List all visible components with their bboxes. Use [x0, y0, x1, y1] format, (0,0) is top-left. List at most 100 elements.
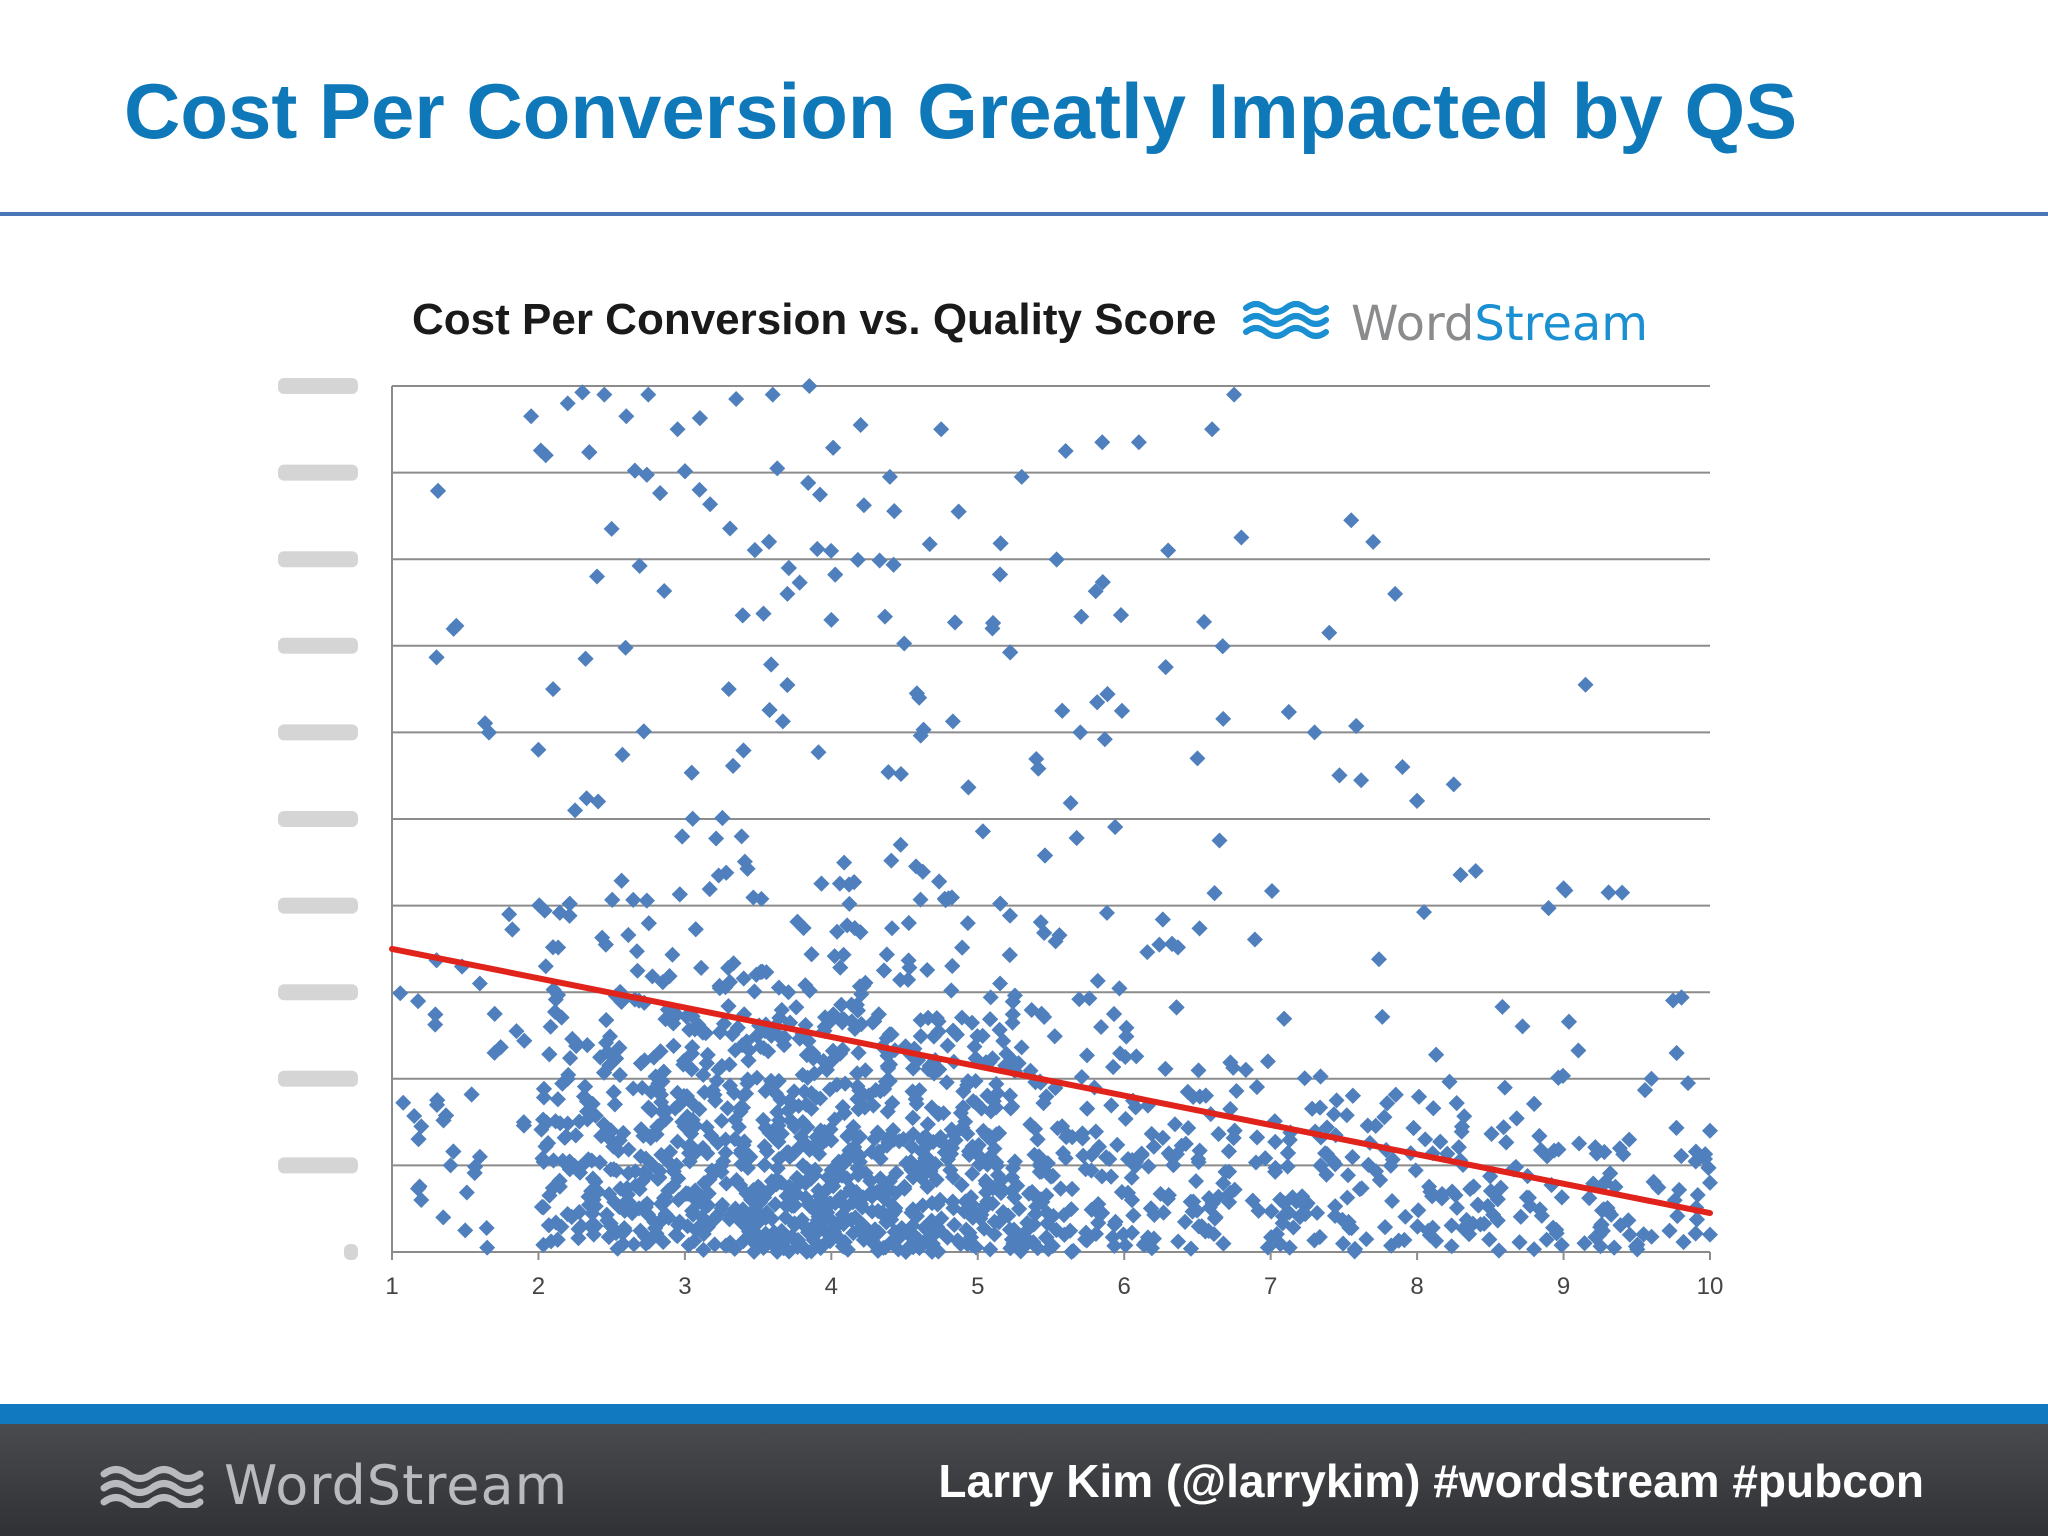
data-point: [457, 1222, 474, 1239]
data-point: [1064, 1181, 1081, 1198]
data-point: [1614, 884, 1631, 901]
data-point: [486, 1005, 503, 1022]
data-point: [722, 520, 739, 537]
data-point: [877, 1073, 894, 1090]
data-point: [1577, 676, 1594, 693]
data-point: [1059, 1126, 1076, 1143]
data-point: [786, 1118, 803, 1135]
data-point: [776, 1037, 793, 1054]
data-point: [1079, 1047, 1096, 1064]
data-point: [392, 985, 409, 1002]
data-point: [876, 608, 893, 625]
data-point: [1002, 907, 1019, 924]
data-point: [1105, 1059, 1122, 1076]
data-point: [442, 1157, 459, 1174]
data-point: [1117, 1237, 1134, 1254]
data-point: [1443, 1238, 1460, 1255]
x-tick-label: 6: [1118, 1273, 1131, 1300]
data-point: [680, 1185, 697, 1202]
y-tick-label-blurred: [278, 984, 358, 1001]
chart-logo-word: Word: [1351, 296, 1474, 352]
data-point: [1526, 1241, 1543, 1258]
data-point: [410, 1131, 427, 1148]
data-point: [1548, 1225, 1565, 1242]
data-point: [892, 971, 909, 988]
data-point: [1004, 993, 1021, 1010]
data-point: [1182, 1193, 1199, 1210]
data-point: [921, 536, 938, 553]
data-point: [561, 1161, 578, 1178]
data-point: [1481, 1231, 1498, 1248]
data-point: [1012, 1243, 1029, 1260]
data-point: [553, 1009, 570, 1026]
data-point: [1111, 980, 1128, 997]
data-point: [1145, 1138, 1162, 1155]
data-point: [1687, 1225, 1704, 1242]
data-point: [541, 1046, 558, 1063]
data-point: [803, 946, 820, 963]
data-point: [912, 1028, 929, 1045]
data-point: [547, 1113, 564, 1130]
data-point: [739, 1071, 756, 1088]
data-point: [911, 1082, 928, 1099]
data-point: [1027, 1120, 1044, 1137]
data-point: [779, 676, 796, 693]
data-point: [615, 1235, 632, 1252]
data-point: [654, 1073, 671, 1090]
data-point: [763, 1210, 780, 1227]
data-point: [879, 1047, 896, 1064]
data-point: [846, 1139, 863, 1156]
data-point: [903, 1138, 920, 1155]
data-point: [1226, 386, 1243, 403]
y-tick-label-blurred: [278, 811, 358, 827]
x-tick-label: 5: [971, 1273, 984, 1300]
data-point: [1222, 1184, 1239, 1201]
scatter-chart: Cost Per Conversion vs. Quality Score Wo…: [0, 216, 2048, 1404]
data-point: [1160, 542, 1177, 559]
data-point: [1467, 862, 1484, 879]
data-point: [721, 1077, 738, 1094]
data-point: [1123, 1192, 1140, 1209]
data-point: [1280, 703, 1297, 720]
data-point: [1327, 1198, 1344, 1215]
data-point: [874, 1204, 891, 1221]
data-point: [549, 1091, 566, 1108]
data-point: [587, 1173, 604, 1190]
data-point: [919, 1116, 936, 1133]
y-tick-label-blurred: [278, 724, 358, 741]
data-point: [1094, 574, 1111, 591]
data-point: [1157, 1060, 1174, 1077]
data-point: [501, 906, 518, 923]
data-point: [632, 1055, 649, 1072]
data-point: [819, 1180, 836, 1197]
data-point: [1571, 1135, 1588, 1152]
data-point: [1042, 1168, 1059, 1185]
data-point: [1371, 1171, 1388, 1188]
data-point: [1643, 1070, 1660, 1087]
data-point: [1443, 1217, 1460, 1234]
data-point: [1106, 1237, 1123, 1254]
data-point: [1201, 1190, 1218, 1207]
data-point: [991, 1214, 1008, 1231]
data-point: [1033, 1005, 1050, 1022]
data-point: [1098, 904, 1115, 921]
data-point: [1281, 1131, 1298, 1148]
data-point: [644, 968, 661, 985]
data-point: [836, 854, 853, 871]
data-point: [1046, 1028, 1063, 1045]
data-point: [606, 1096, 623, 1113]
data-point: [881, 468, 898, 485]
data-point: [758, 1143, 775, 1160]
data-point: [540, 1217, 557, 1234]
data-point: [685, 1097, 702, 1114]
data-point: [1029, 1131, 1046, 1148]
data-point: [809, 541, 826, 558]
data-point: [1397, 1208, 1414, 1225]
data-point: [695, 1241, 712, 1258]
data-point: [825, 1006, 842, 1023]
data-point: [827, 1194, 844, 1211]
data-point: [554, 1075, 571, 1092]
data-point: [1432, 1133, 1449, 1150]
data-point: [875, 962, 892, 979]
data-point: [896, 635, 913, 652]
